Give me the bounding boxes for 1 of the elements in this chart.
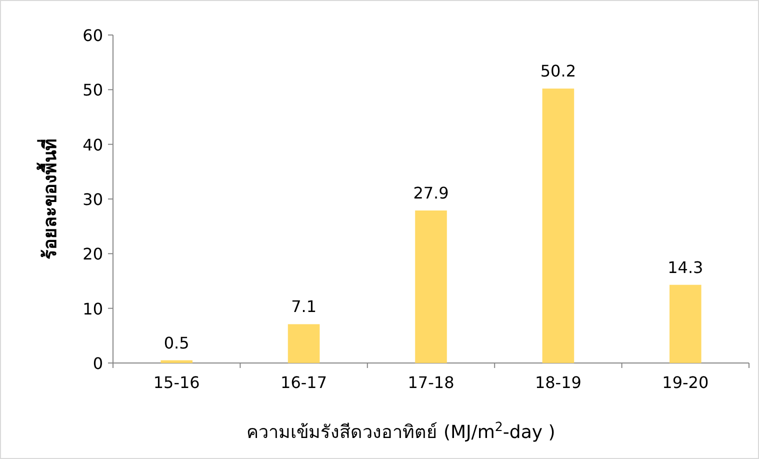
xlabel: ความเข้มรังสีดวงอาทิตย์ (MJ/m$^{2}$-day ) bbox=[246, 418, 556, 443]
